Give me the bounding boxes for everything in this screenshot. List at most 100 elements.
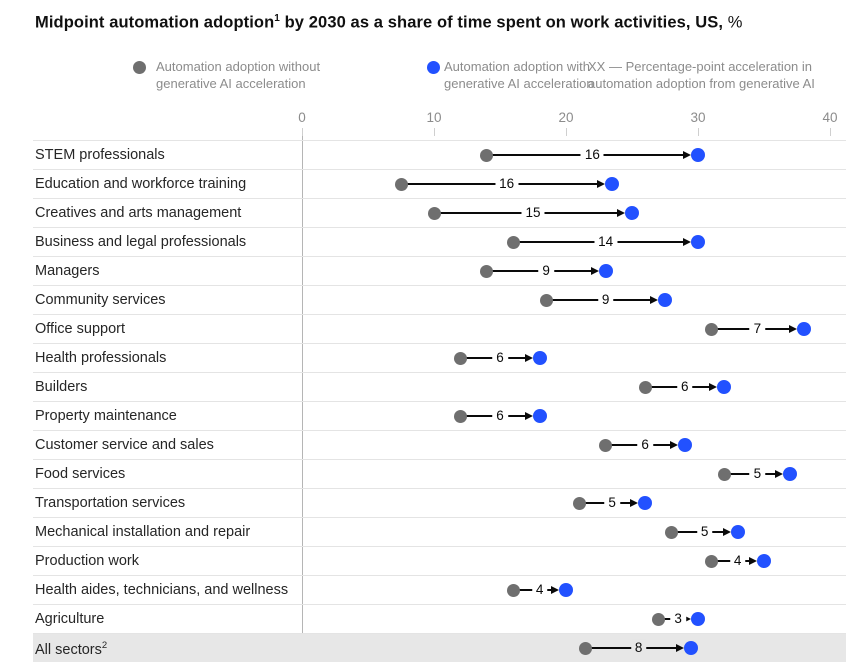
acceleration-value-label: 6 xyxy=(492,349,508,365)
axis-tick-mark xyxy=(434,128,435,136)
without-genai-dot xyxy=(572,496,586,510)
without-genai-dot xyxy=(704,554,718,568)
without-genai-dot xyxy=(599,438,613,452)
with-genai-dot xyxy=(684,641,699,655)
chart-row: Production work 4 xyxy=(33,546,846,575)
arrow-head-icon xyxy=(524,411,533,420)
acceleration-value-label: 3 xyxy=(670,610,686,626)
axis-tick-mark xyxy=(566,128,567,136)
with-genai-dot xyxy=(730,525,745,539)
with-genai-dot xyxy=(691,612,705,626)
row-label: Property maintenance xyxy=(35,408,177,424)
row-label: Agriculture xyxy=(35,611,105,627)
axis-tick-mark xyxy=(698,128,699,136)
with-genai-dot xyxy=(658,293,672,307)
arrow-head-icon xyxy=(617,208,625,217)
chart-row: Business and legal professionals 14 xyxy=(33,227,846,256)
axis-tick-label: 30 xyxy=(690,110,706,125)
without-genai-dot xyxy=(506,583,520,597)
without-genai-dot xyxy=(638,380,652,394)
row-label: Business and legal professionals xyxy=(35,234,247,250)
axis-tick-label: 10 xyxy=(426,110,442,125)
acceleration-value-label: 6 xyxy=(677,378,693,394)
with-genai-dot xyxy=(691,235,705,249)
with-genai-dot xyxy=(598,264,613,278)
row-label: STEM professionals xyxy=(35,147,165,163)
with-genai-dot xyxy=(605,177,620,191)
acceleration-value-label: 4 xyxy=(531,581,548,597)
row-label: Production work xyxy=(35,553,139,569)
acceleration-value-label: 8 xyxy=(630,639,647,655)
chart-row: Education and workforce training 16 xyxy=(33,169,846,198)
with-genai-dot xyxy=(677,438,692,452)
legend-without-dot-icon xyxy=(133,61,146,74)
chart-row: STEM professionals 16 xyxy=(33,140,846,169)
chart-row: Food services 5 xyxy=(33,459,846,488)
acceleration-value-label: 14 xyxy=(594,233,618,249)
axis-tick-label: 0 xyxy=(298,110,306,125)
zero-axis-line xyxy=(302,128,303,649)
row-label: Builders xyxy=(35,379,88,395)
without-genai-dot xyxy=(506,235,520,249)
without-genai-dot xyxy=(665,525,679,539)
with-genai-dot xyxy=(625,206,639,220)
with-genai-dot xyxy=(717,380,732,394)
arrow-head-icon xyxy=(775,469,784,478)
arrow-head-icon xyxy=(630,498,639,507)
arrow-head-icon xyxy=(590,266,599,275)
arrow-head-icon xyxy=(683,614,691,623)
without-genai-dot xyxy=(651,612,665,626)
chart-row: Managers 9 xyxy=(33,256,846,285)
without-genai-dot xyxy=(453,409,467,423)
acceleration-value-label: 9 xyxy=(538,262,554,278)
axis-tick-label: 20 xyxy=(558,110,574,125)
title-unit: % xyxy=(727,13,743,32)
without-genai-dot xyxy=(480,148,494,162)
arrow-head-icon xyxy=(722,527,731,536)
with-genai-dot xyxy=(783,467,798,481)
row-label: Transportation services xyxy=(35,495,186,511)
row-footnote-marker: 2 xyxy=(101,640,108,651)
without-genai-dot xyxy=(480,264,494,278)
without-genai-dot xyxy=(579,641,593,655)
arrow-head-icon xyxy=(650,295,658,304)
acceleration-value-label: 9 xyxy=(597,291,614,307)
arrow-head-icon xyxy=(788,324,797,333)
acceleration-value-label: 7 xyxy=(749,320,766,336)
acceleration-value-label: 4 xyxy=(729,552,746,568)
chart-row: Property maintenance 6 xyxy=(33,401,846,430)
with-genai-dot xyxy=(757,554,771,568)
with-genai-dot xyxy=(638,496,653,510)
axis-tick-mark xyxy=(830,128,831,136)
without-genai-dot xyxy=(427,206,441,220)
with-genai-dot xyxy=(559,583,573,597)
legend-without-label: Automation adoption without generative A… xyxy=(156,59,321,92)
acceleration-value-label: 5 xyxy=(749,465,766,481)
chart-row: Agriculture 3 xyxy=(33,604,846,633)
acceleration-value-label: 16 xyxy=(495,175,519,191)
row-label: Mechanical installation and repair xyxy=(35,524,251,540)
page-title: Midpoint automation adoption1 by 2030 as… xyxy=(35,13,743,32)
with-genai-dot xyxy=(532,351,547,365)
arrow-head-icon xyxy=(551,585,559,594)
legend-with-label: Automation adoption with generative AI a… xyxy=(444,59,594,92)
acceleration-value-label: 15 xyxy=(521,204,545,220)
row-label: Health aides, technicians, and wellness xyxy=(35,582,289,598)
title-footnote-marker: 1 xyxy=(274,13,280,24)
acceleration-value-label: 5 xyxy=(604,494,620,510)
chart-row: Creatives and arts management 15 xyxy=(33,198,846,227)
arrow-head-icon xyxy=(669,440,678,449)
acceleration-value-label: 5 xyxy=(696,523,713,539)
chart-row: Mechanical installation and repair 5 xyxy=(33,517,846,546)
dumbbell-chart: 0 10 20 30 40 STEM professionals 16 Education … xyxy=(0,106,866,662)
legend-with-dot-icon xyxy=(427,61,440,74)
arrow-head-icon xyxy=(709,382,718,391)
arrow-head-icon xyxy=(683,237,691,246)
row-label: Creatives and arts management xyxy=(35,205,242,221)
without-genai-dot xyxy=(539,293,553,307)
chart-row: All sectors2 8 xyxy=(33,633,846,662)
arrow-head-icon xyxy=(749,556,757,565)
row-label: Office support xyxy=(35,321,126,337)
axis-tick-label: 40 xyxy=(822,110,838,125)
